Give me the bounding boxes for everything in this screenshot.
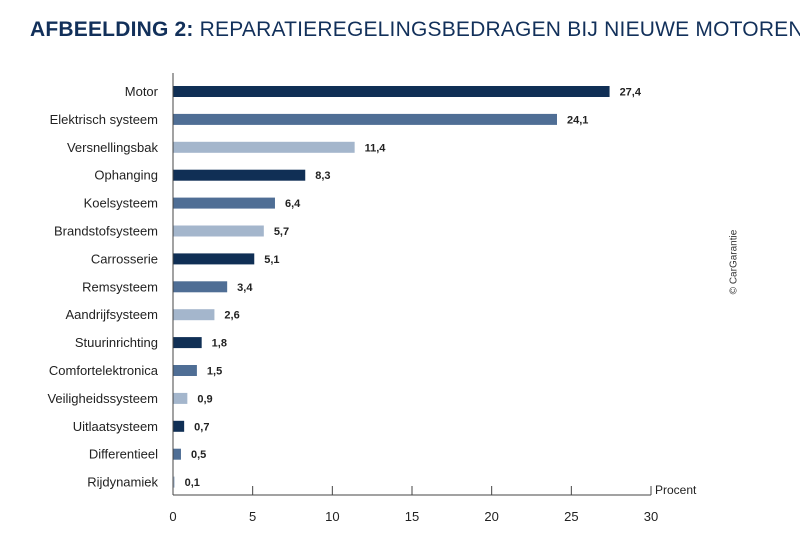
chart-title-prefix: AFBEELDING 2: — [30, 18, 194, 41]
x-tick-label: 15 — [405, 509, 419, 524]
bar-differentieel — [173, 448, 181, 460]
value-label: 1,8 — [212, 338, 227, 350]
value-label: 5,1 — [264, 254, 279, 266]
value-label: 11,4 — [365, 142, 387, 154]
chart-title: AFBEELDING 2: REPARATIEREGELINGSBEDRAGEN… — [30, 18, 800, 42]
x-tick-label: 5 — [249, 509, 256, 524]
category-label: Ophanging — [94, 168, 158, 183]
x-axis-title: Procent — [655, 483, 697, 497]
bar-ophanging — [173, 169, 306, 181]
category-label: Brandstofsysteem — [54, 224, 158, 239]
category-label: Rijdynamiek — [87, 475, 158, 490]
value-label: 2,6 — [224, 310, 239, 322]
bar-remsysteem — [173, 281, 228, 293]
bar-carrosserie — [173, 253, 255, 265]
category-label: Differentieel — [89, 447, 158, 462]
category-label: Stuurinrichting — [75, 335, 158, 350]
bar-aandrijfsysteem — [173, 309, 215, 321]
chart-title-main: REPARATIEREGELINGSBEDRAGEN BIJ NIEUWE MO… — [199, 18, 800, 41]
value-label: 27,4 — [620, 87, 642, 99]
value-label: 24,1 — [567, 114, 588, 126]
bar-rijdynamiek — [173, 476, 175, 488]
x-tick-label: 25 — [564, 509, 578, 524]
bar-elektrisch-systeem — [173, 113, 557, 125]
category-label: Elektrisch systeem — [50, 112, 158, 127]
bar-veiligheidssysteem — [173, 392, 188, 404]
bar-stuurinrichting — [173, 337, 202, 349]
value-label: 0,5 — [191, 449, 206, 461]
category-label: Motor — [125, 84, 159, 99]
category-label: Aandrijfsysteem — [66, 307, 158, 322]
category-label: Versnellingsbak — [67, 140, 159, 155]
x-tick-label: 30 — [644, 509, 658, 524]
category-label: Comfortelektronica — [49, 363, 159, 378]
bar-comfortelektronica — [173, 365, 197, 376]
bar-koelsysteem — [173, 197, 275, 209]
category-label: Uitlaatsysteem — [73, 419, 158, 434]
value-label: 1,5 — [207, 366, 222, 378]
x-tick-label: 10 — [325, 509, 339, 524]
category-label: Carrosserie — [91, 251, 158, 266]
value-label: 3,4 — [237, 282, 253, 294]
value-label: 0,7 — [194, 421, 209, 433]
x-tick-label: 20 — [484, 509, 498, 524]
category-label: Remsysteem — [82, 279, 158, 294]
category-label: Veiligheidssysteem — [47, 391, 158, 406]
x-tick-label: 0 — [169, 509, 176, 524]
bar-motor — [173, 86, 610, 97]
bar-uitlaatsysteem — [173, 420, 185, 432]
bar-brandstofsysteem — [173, 225, 264, 237]
value-label: 8,3 — [315, 170, 330, 182]
value-label: 5,7 — [274, 226, 289, 238]
value-label: 6,4 — [285, 198, 301, 210]
value-label: 0,9 — [197, 393, 212, 405]
category-label: Koelsysteem — [84, 196, 158, 211]
value-label: 0,1 — [185, 477, 200, 489]
copyright-note: © CarGarantie — [728, 229, 740, 295]
bar-versnellingsbak — [173, 141, 355, 153]
